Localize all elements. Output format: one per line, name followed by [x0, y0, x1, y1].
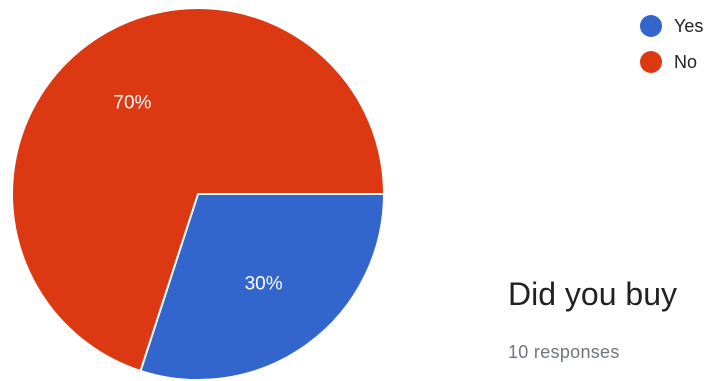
question-title: Did you buy	[508, 276, 677, 312]
pie-slice-yes[interactable]	[139, 193, 386, 381]
legend-label-no: No	[674, 51, 698, 72]
legend: Yes No	[640, 8, 703, 80]
legend-item-yes[interactable]: Yes	[640, 8, 703, 44]
legend-item-no[interactable]: No	[640, 44, 703, 80]
legend-swatch-no	[640, 51, 662, 73]
legend-swatch-yes	[640, 15, 662, 37]
response-count: 10 responses	[508, 342, 620, 362]
pie-label-yes: 30%	[245, 273, 283, 294]
pie-label-no: 70%	[113, 93, 151, 114]
pie-slice-no[interactable]	[11, 7, 386, 373]
legend-label-yes: Yes	[674, 15, 704, 36]
